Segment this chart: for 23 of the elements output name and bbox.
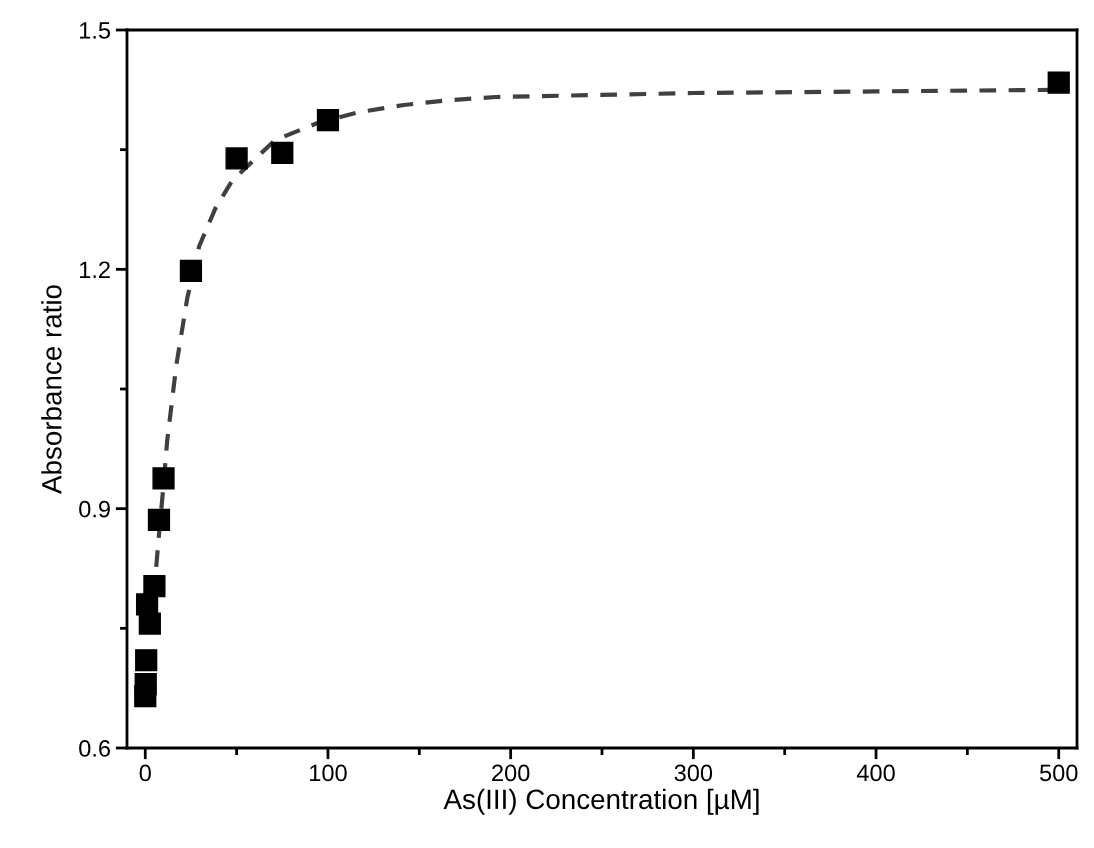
point xyxy=(152,467,175,490)
point xyxy=(134,673,157,696)
x-tick-label: 400 xyxy=(856,764,895,782)
y-tick-label: 0.9 xyxy=(79,500,110,518)
point xyxy=(179,259,203,283)
y-axis-title: Absorbance ratio xyxy=(41,285,62,494)
x-tick-label: 500 xyxy=(1039,764,1078,782)
x-tick-label: 100 xyxy=(310,764,347,782)
x-tick-label: 200 xyxy=(492,764,530,782)
point xyxy=(271,141,294,164)
y-tick-label: 0.6 xyxy=(79,740,110,757)
point xyxy=(147,508,171,531)
x-tick-label: 300 xyxy=(674,764,713,782)
point xyxy=(225,147,248,170)
point xyxy=(316,109,340,132)
point xyxy=(135,649,158,672)
x-tick-label: 0 xyxy=(139,764,151,782)
y-tick-label: 1.5 xyxy=(80,22,111,39)
y-tick-label: 1.2 xyxy=(80,261,110,278)
x-axis-title: As(III) Concentration [µM] xyxy=(443,788,759,815)
point xyxy=(138,612,161,635)
point xyxy=(1047,71,1070,94)
point xyxy=(143,574,166,598)
